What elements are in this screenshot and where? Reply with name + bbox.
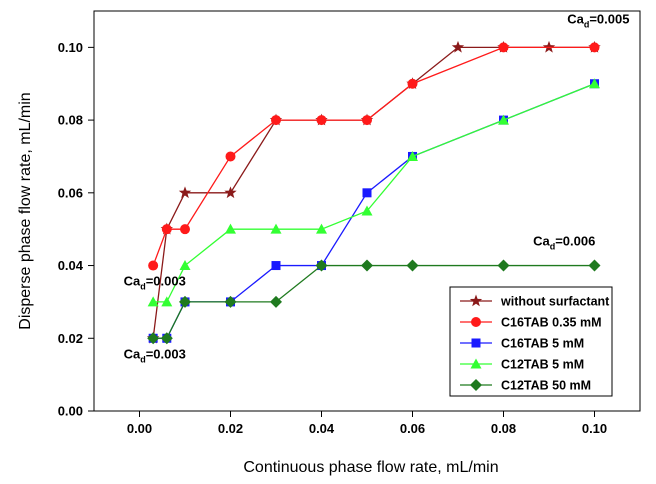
data-point: [316, 115, 327, 126]
legend-label: C12TAB 5 mM: [501, 358, 584, 372]
y-tick-label: 0.10: [58, 40, 83, 55]
data-point: [362, 188, 372, 198]
data-point: [361, 259, 373, 272]
legend-item: C16TAB 5 mM: [460, 337, 584, 351]
data-point: [498, 42, 509, 53]
data-point: [147, 296, 159, 307]
data-point: [161, 296, 173, 307]
axes: 0.00 0.02 0.04 0.06 0.08 0.10 0.00 0.02 0.04 0.06…: [58, 40, 607, 436]
data-point: [451, 40, 465, 53]
data-point: [407, 150, 418, 161]
data-point: [406, 259, 419, 272]
data-point: [588, 259, 601, 272]
x-tick-label: 0.02: [218, 421, 243, 436]
legend-label: C12TAB 50 mM: [501, 379, 591, 393]
data-point: [497, 259, 510, 272]
data-point: [315, 259, 328, 272]
legend-item: without surfactant: [460, 294, 610, 309]
data-point: [180, 224, 190, 235]
data-point: [589, 78, 600, 89]
data-point: [407, 78, 418, 89]
x-tick-label: 0.10: [582, 421, 607, 436]
legend-label: C16TAB 0.35 mM: [501, 316, 602, 330]
y-axis-title: Disperse phase flow rate, mL/min: [17, 92, 34, 329]
legend-label: without surfactant: [500, 295, 610, 309]
data-point: [225, 223, 236, 234]
x-axis-title: Continuous phase flow rate, mL/min: [243, 459, 498, 476]
data-point: [147, 332, 160, 345]
data-point: [361, 205, 373, 216]
data-point: [316, 223, 327, 234]
data-point: [470, 379, 482, 391]
series-line: [152, 46, 595, 266]
x-tick-label: 0.04: [309, 421, 335, 436]
data-point: [271, 261, 281, 271]
data-point: [471, 317, 481, 327]
series: [147, 78, 600, 307]
data-point: [470, 358, 482, 369]
legend-item: C16TAB 0.35 mM: [460, 316, 602, 330]
data-point: [160, 332, 173, 345]
y-tick-label: 0.06: [58, 185, 83, 200]
annotation-label: Cad=0.006: [533, 234, 595, 252]
x-tick-label: 0.00: [127, 421, 152, 436]
data-point: [161, 224, 172, 235]
y-tick-label: 0.04: [58, 258, 84, 273]
series-line: [153, 264, 595, 339]
annotation-label: Cad=0.003: [124, 274, 186, 292]
y-tick-label: 0.08: [58, 113, 83, 128]
y-tick-label: 0.00: [58, 404, 83, 419]
annotation-label: Cad=0.003: [124, 346, 186, 364]
series: [147, 259, 601, 345]
data-point: [469, 294, 483, 307]
series: [148, 42, 600, 271]
data-point: [225, 151, 236, 162]
data-point: [224, 295, 237, 308]
data-point: [471, 338, 481, 348]
x-tick-label: 0.06: [400, 421, 425, 436]
annotation-label: Cad=0.005: [567, 12, 629, 30]
series-layer: [146, 40, 601, 345]
data-point: [271, 115, 281, 126]
data-point: [270, 223, 282, 234]
x-tick-label: 0.08: [491, 421, 516, 436]
data-point: [589, 42, 600, 53]
series-line: [153, 83, 595, 303]
data-point: [179, 260, 191, 271]
y-tick-label: 0.02: [58, 331, 83, 346]
data-point: [498, 114, 509, 125]
legend-item: C12TAB 5 mM: [460, 358, 584, 372]
annotation-layer: Cad=0.005 Cad=0.006 Cad=0.003 Cad=0.003: [124, 12, 630, 365]
data-point: [270, 295, 282, 308]
data-point: [362, 115, 372, 126]
legend-item: C12TAB 50 mM: [460, 379, 591, 393]
legend-label: C16TAB 5 mM: [501, 337, 584, 351]
data-point: [224, 186, 237, 199]
data-point: [179, 295, 191, 308]
data-point: [148, 260, 159, 271]
legend: without surfactant C16TAB 0.35 mM C16TAB 5…: [449, 286, 613, 397]
data-point: [178, 186, 192, 199]
